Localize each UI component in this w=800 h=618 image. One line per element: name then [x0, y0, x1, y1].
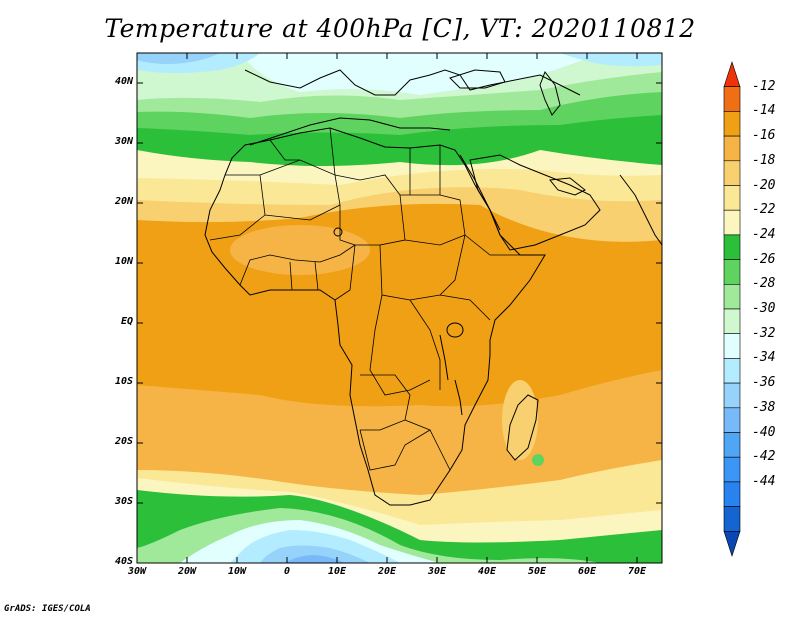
colorbar-swatch	[723, 86, 741, 112]
lon-tick-label: 60E	[577, 566, 597, 577]
temperature-field	[137, 53, 662, 563]
field-patch-madagascar	[502, 380, 538, 460]
colorbar-label: -28	[752, 276, 776, 292]
colorbar-label: -38	[752, 399, 776, 415]
lake-tanganyika	[439, 334, 449, 381]
colorbar-label: -40	[752, 424, 776, 440]
madagascar-coastline	[506, 394, 539, 461]
persian-gulf-outline	[549, 177, 586, 196]
credit-text: GrADS: IGES/COLA	[4, 604, 91, 614]
colorbar-swatch	[723, 506, 741, 532]
lat-tick-label: 20N	[114, 196, 133, 207]
map-title: Temperature at 400hPa [C], VT: 202011081…	[104, 14, 696, 43]
colorbar-swatch	[723, 185, 741, 211]
caspian-outline	[539, 70, 561, 116]
colorbar-label: -14	[752, 103, 776, 119]
colorbar-swatch	[723, 432, 741, 458]
lon-tick-label: 50E	[527, 566, 547, 577]
coastline-outline	[204, 69, 662, 506]
colorbar-swatch	[723, 160, 741, 186]
colorbar-swatch	[723, 283, 741, 310]
lat-tick-label: 30S	[114, 496, 133, 507]
lat-tick-label: 20S	[114, 436, 133, 447]
colorbar-label: -26	[752, 251, 776, 267]
colorbar-swatch	[723, 259, 741, 285]
lake-malawi	[454, 379, 463, 416]
colorbar-swatch	[723, 111, 741, 137]
colorbar-label: -34	[752, 350, 776, 366]
lon-tick-label: 0	[283, 566, 291, 577]
lat-tick-label: 30N	[114, 136, 133, 147]
colorbar-swatch	[723, 209, 741, 236]
india-coastline	[619, 174, 662, 246]
lon-tick-label: 30W	[127, 566, 147, 577]
country-borders	[209, 127, 520, 471]
colorbar-label: -42	[752, 449, 776, 465]
lat-tick-label: 10S	[114, 376, 133, 387]
lake-victoria	[446, 322, 464, 338]
africa-coastline	[204, 127, 546, 506]
black-sea-outline	[449, 69, 506, 89]
colorbar-swatch	[723, 308, 741, 335]
mediterranean-south	[249, 117, 451, 146]
colorbar-label: -32	[752, 325, 776, 341]
colorbar-swatch	[723, 358, 741, 384]
colorbar-swatch	[723, 382, 741, 409]
field-patch-sahara	[230, 225, 370, 275]
axis-ticks	[136, 53, 662, 564]
colorbar-label: -20	[752, 177, 776, 193]
lon-tick-label: 10W	[227, 566, 247, 577]
lat-tick-label: 10N	[114, 256, 133, 267]
arabia-coastline	[469, 154, 601, 251]
lon-tick-label: 10E	[327, 566, 347, 577]
lon-tick-label: 20W	[177, 566, 197, 577]
lon-tick-label: 20E	[377, 566, 397, 577]
colorbar-label: -44	[752, 473, 776, 489]
colorbar-label: -30	[752, 301, 776, 316]
lat-tick-label: EQ	[120, 316, 133, 327]
colorbar-swatch	[723, 481, 741, 507]
lon-tick-label: 30E	[427, 566, 447, 577]
colorbar-swatch	[723, 530, 741, 557]
colorbar-label: -16	[752, 128, 776, 144]
colorbar-swatch	[723, 407, 741, 433]
plot-frame	[136, 52, 663, 564]
colorbar-label: -24	[752, 226, 776, 242]
colorbar-label: -36	[752, 375, 776, 391]
field-patch-mascarene	[532, 454, 544, 466]
colorbar-swatch	[723, 333, 741, 359]
colorbar-swatch	[723, 61, 741, 87]
europe-coastline	[244, 69, 581, 96]
lat-tick-label: 40S	[114, 556, 133, 567]
colorbar-label: -22	[752, 202, 776, 218]
field-band-south-verycold	[285, 555, 345, 563]
colorbar-label: -12	[752, 78, 776, 94]
lon-tick-label: 40E	[477, 566, 497, 577]
field-band-north-chill	[240, 53, 600, 95]
lat-tick-label: 40N	[114, 76, 133, 87]
lake-chad	[333, 227, 343, 237]
lon-tick-label: 70E	[627, 566, 647, 577]
colorbar	[723, 61, 741, 557]
colorbar-label: -18	[752, 152, 776, 168]
red-sea-outline	[459, 154, 501, 231]
colorbar-swatch	[723, 456, 741, 483]
field-band-north-cold	[137, 53, 220, 64]
colorbar-swatch	[723, 135, 741, 162]
colorbar-swatch	[723, 234, 741, 260]
